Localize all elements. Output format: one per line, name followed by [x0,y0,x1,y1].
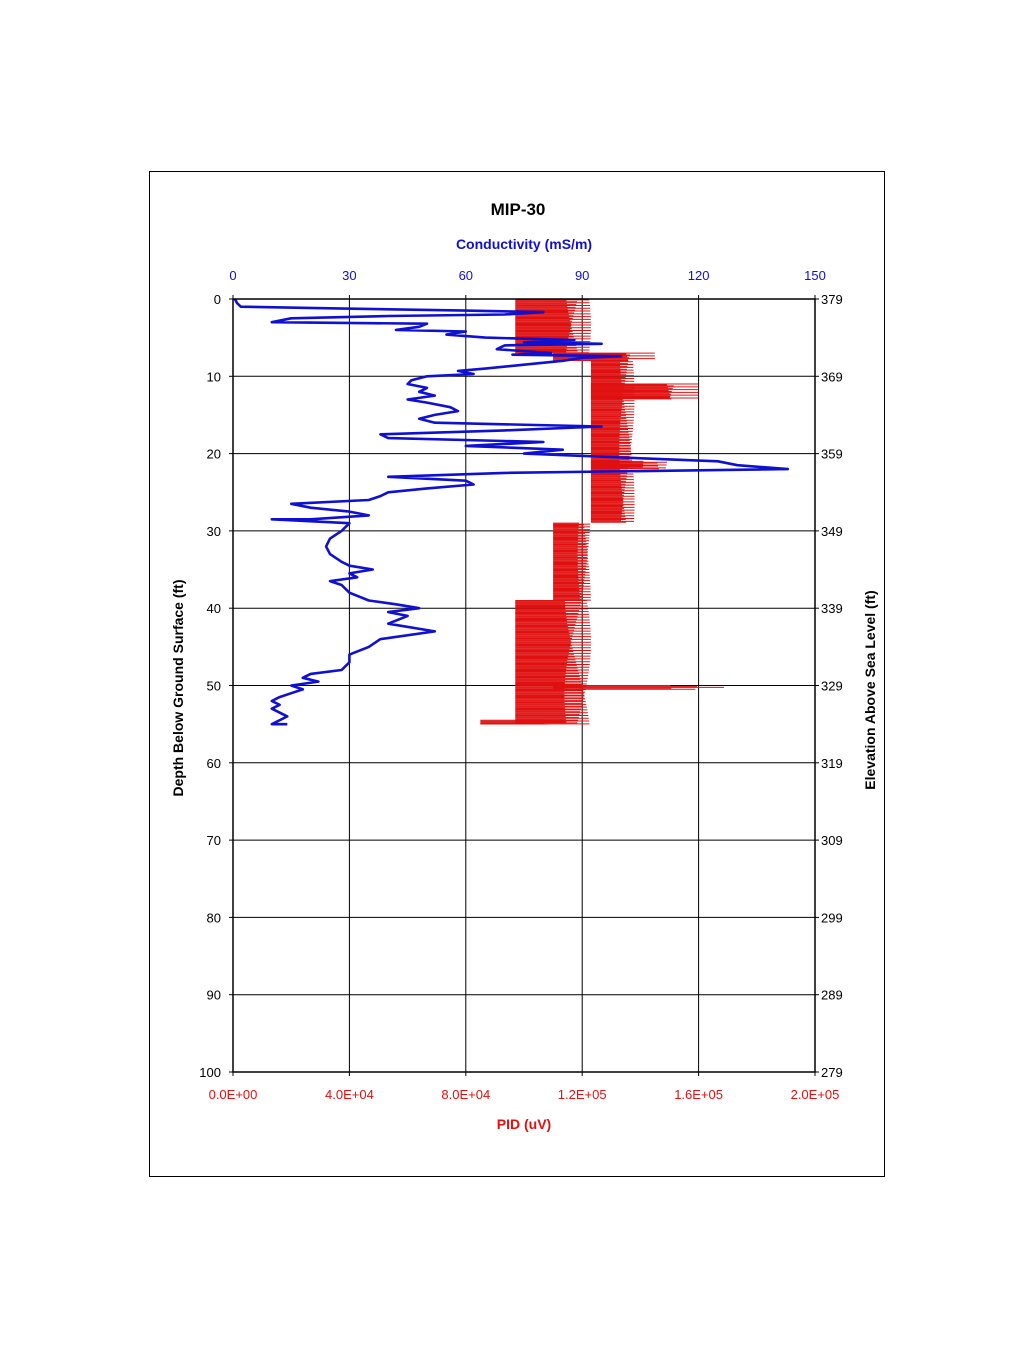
left-tick-label: 20 [207,447,221,462]
conductivity-line [233,298,790,726]
right-tick-label: 279 [821,1065,843,1080]
right-tick-label: 309 [821,833,843,848]
bottom-tick-label: 2.0E+05 [791,1087,840,1102]
right-tick-label: 359 [821,447,843,462]
right-tick-label: 339 [821,601,843,616]
top-axis-label: Conductivity (mS/m) [456,236,592,252]
right-tick-label: 379 [821,292,843,307]
left-tick-label: 80 [207,910,221,925]
bottom-tick-label: 1.6E+05 [674,1087,723,1102]
left-tick-label: 60 [207,756,221,771]
pid-series [480,298,724,725]
bottom-tick-label: 4.0E+04 [325,1087,374,1102]
right-tick-label: 299 [821,910,843,925]
chart-frame [149,171,885,1177]
left-tick-label: 50 [207,679,221,694]
top-tick-label: 120 [688,268,710,283]
top-tick-label: 90 [575,268,589,283]
left-tick-label: 70 [207,833,221,848]
plot-area-border [232,298,816,1073]
top-tick-label: 60 [459,268,473,283]
left-tick-label: 30 [207,524,221,539]
conductivity-series [233,298,790,726]
left-axis-label: Depth Below Ground Surface (ft) [170,580,186,797]
right-tick-label: 329 [821,679,843,694]
right-axis-label: Elevation Above Sea Level (ft) [862,590,878,789]
right-tick-label: 319 [821,756,843,771]
tick-labels: 0 379 10 369 20 359 30 349 40 339 50 329 60 319 70 309 8… [199,268,842,1102]
bottom-tick-label: 8.0E+04 [441,1087,490,1102]
top-tick-label: 30 [342,268,356,283]
bottom-tick-label: 0.0E+00 [209,1087,258,1102]
left-tick-label: 40 [207,601,221,616]
right-tick-label: 369 [821,369,843,384]
left-tick-label: 100 [199,1065,221,1080]
bottom-axis-label: PID (uV) [497,1116,551,1132]
left-tick-label: 0 [214,292,221,307]
bottom-tick-label: 1.2E+05 [558,1087,607,1102]
left-tick-label: 90 [207,988,221,1003]
top-tick-label: 150 [804,268,826,283]
right-tick-label: 289 [821,988,843,1003]
top-tick-label: 0 [229,268,236,283]
left-tick-label: 10 [207,369,221,384]
right-tick-label: 349 [821,524,843,539]
chart-title: MIP-30 [491,200,546,219]
